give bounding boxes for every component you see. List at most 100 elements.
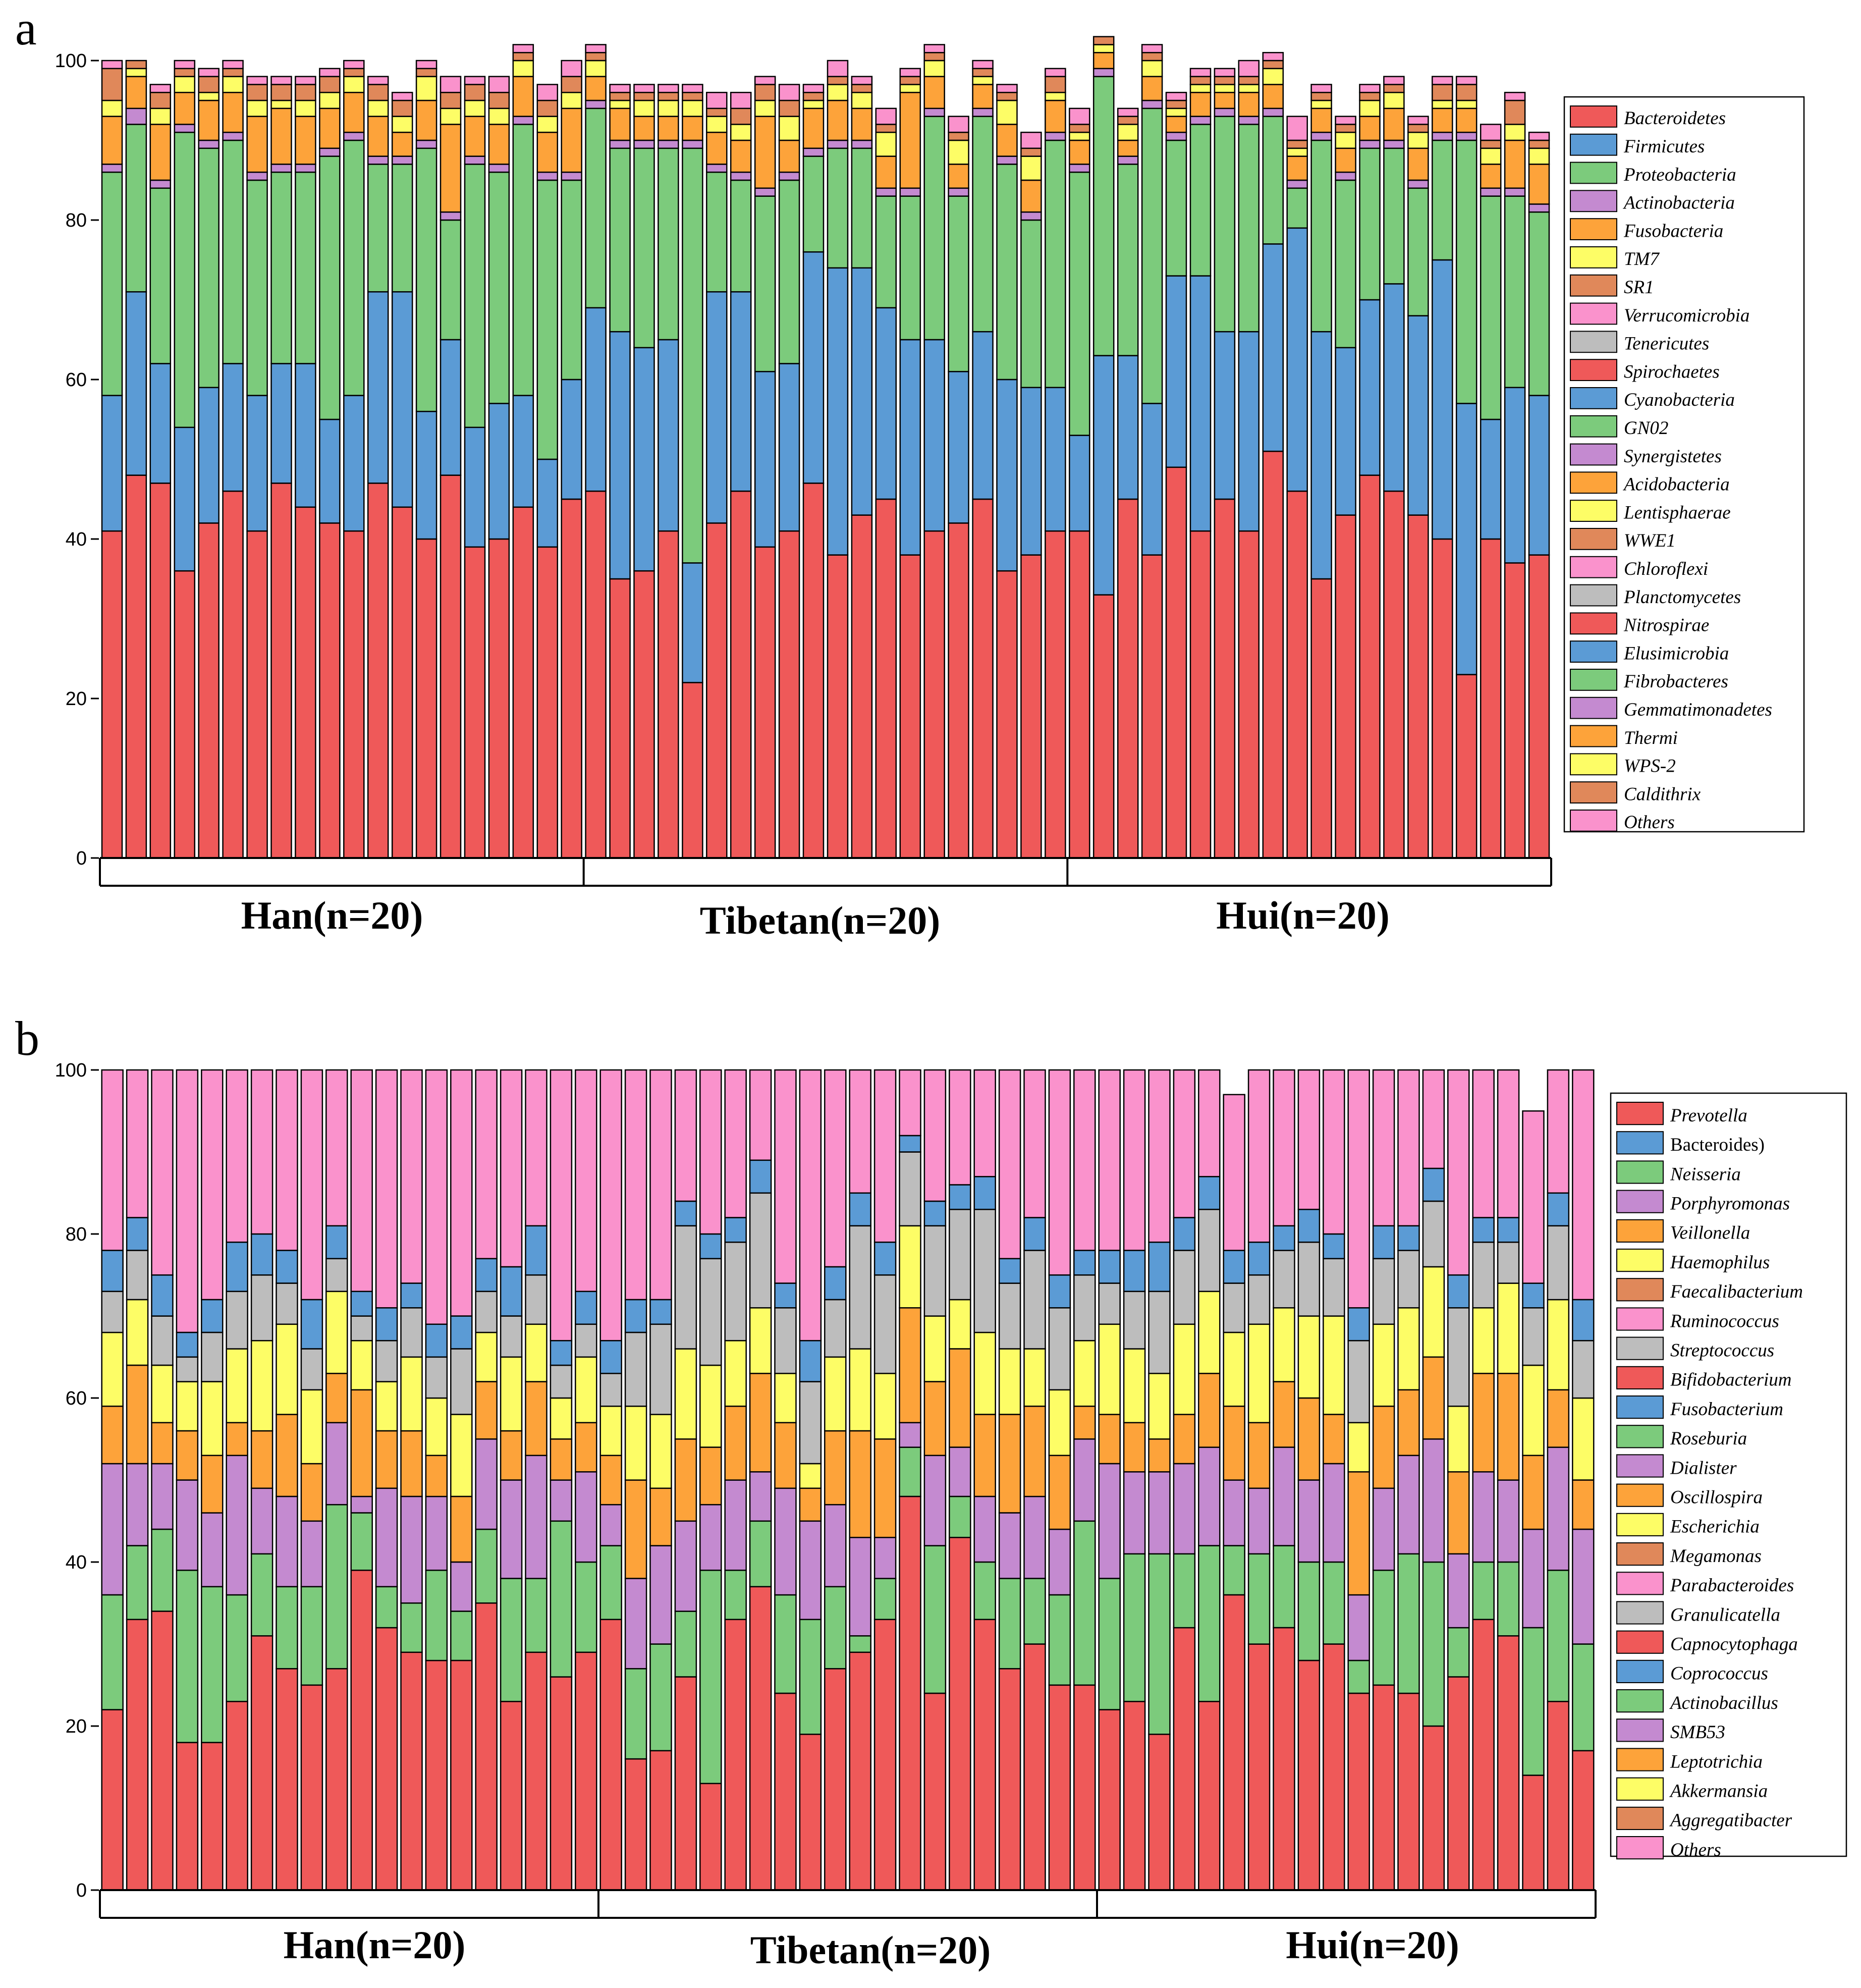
panel-b-letter: b	[15, 1011, 39, 1065]
bar-segment-firmicutes-46	[1189, 275, 1212, 532]
bar-segment-neisseria-50	[1323, 1561, 1345, 1645]
bar-segment-actinobacteria-47	[1214, 108, 1236, 117]
bar-segment-fusobacterium-5	[201, 1299, 224, 1333]
bar-segment-neisseria-27	[749, 1520, 772, 1588]
bar-segment-streptococcus-37	[998, 1282, 1021, 1350]
bar-segment-tm7-11	[343, 76, 365, 93]
legend-label-neisseria: Neisseria	[1670, 1164, 1741, 1185]
bar-segment-veillonella-26	[724, 1406, 747, 1481]
bar-segment-others-55	[1407, 116, 1429, 125]
bar-segment-haemophilus-19	[550, 1397, 573, 1440]
panel-b-group-brackets	[99, 1889, 1597, 1919]
bar-segment-prevotella-27	[749, 1586, 772, 1891]
bar-segment-proteobacteria-42	[1092, 76, 1115, 356]
bar-segment-tm7-32	[851, 91, 873, 110]
bar-segment-haemophilus-9	[300, 1389, 323, 1465]
bar-segment-neisseria-37	[998, 1578, 1021, 1670]
bar-segment-actinobacteria-30	[802, 147, 825, 157]
bar-segment-sr1-53	[1359, 91, 1381, 101]
bar-segment-bacteroidetes-24	[658, 530, 679, 859]
panel-b-group-label-han: Han(n=20)	[284, 1923, 466, 1967]
bar-segment-neisseria-53	[1397, 1553, 1420, 1694]
bar-segment-firmicutes-5	[198, 387, 220, 524]
bar-segment-prevotella-39	[1048, 1684, 1071, 1891]
bar-segment-actinobacteria-45	[1165, 131, 1187, 141]
bar-segment-veillonella-51	[1347, 1471, 1370, 1596]
bar-segment-veillonella-22	[624, 1479, 647, 1579]
bar-segment-prevotella-4	[176, 1742, 199, 1891]
bar-segment-others-59	[1504, 91, 1526, 101]
bar-segment-others-52	[1372, 1069, 1395, 1227]
bar-segment-bacteroidetes-8	[270, 482, 292, 859]
bar-segment-proteobacteria-54	[1383, 147, 1405, 285]
bar-segment-bacteroidetes-58	[1480, 538, 1502, 859]
bar-segment-streptococcus-49	[1297, 1242, 1321, 1317]
bar-segment-sr1-2	[125, 60, 147, 70]
bar-segment-proteobacteria-49	[1262, 116, 1284, 245]
bar-segment-prevotella-38	[1023, 1643, 1046, 1891]
bar-segment-fusobacteria-41	[1069, 139, 1090, 165]
bar-segment-others-16	[464, 76, 486, 85]
bar-segment-firmicutes-50	[1286, 227, 1308, 492]
bar-segment-fusobacteria-45	[1165, 116, 1187, 133]
bar-segment-streptococcus-35	[949, 1209, 971, 1301]
bar-segment-veillonella-15	[450, 1495, 473, 1563]
bar-segment-others-5	[201, 1069, 224, 1301]
bar-segment-sr1-16	[464, 84, 486, 101]
bar-segment-haemophilus-57	[1497, 1282, 1520, 1374]
bar-segment-streptococcus-15	[450, 1348, 473, 1415]
bar-segment-tm7-56	[1432, 99, 1453, 110]
bar-segment-neisseria-12	[375, 1586, 398, 1629]
bar-segment-porphyromonas-43	[1148, 1471, 1171, 1555]
bar-segment-veillonella-4	[176, 1430, 199, 1481]
legend-label-gemmatimonadetes: Gemmatimonadetes	[1624, 700, 1772, 720]
bar-segment-neisseria-56	[1472, 1561, 1495, 1621]
bar-segment-fusobacteria-3	[149, 124, 172, 181]
bar-segment-bacteroidetes-7	[246, 530, 268, 859]
bar-segment-firmicutes-32	[851, 267, 873, 516]
bar-segment-fusobacteria-20	[561, 108, 582, 173]
bar-segment-proteobacteria-43	[1117, 164, 1139, 356]
bar-segment-others-38	[1023, 1069, 1046, 1218]
bar-segment-prevotella-41	[1098, 1709, 1121, 1891]
bar-segment-bacteroidetes-26	[706, 522, 728, 859]
bar-segment-firmicutes-24	[658, 339, 679, 532]
bar-segment-haemophilus-31	[849, 1348, 871, 1432]
bar-segment-porphyromonas-58	[1522, 1528, 1545, 1629]
bar-segment-tm7-14	[415, 76, 437, 101]
legend-label-bifidobacterium: Bifidobacterium	[1670, 1370, 1791, 1390]
bar-segment-neisseria-9	[300, 1586, 323, 1686]
bar-segment-fusobacterium-58	[1522, 1282, 1545, 1309]
bar-segment-proteobacteria-55	[1407, 187, 1429, 316]
bar-segment-others-20	[575, 1069, 597, 1293]
bar-segment-porphyromonas-34	[923, 1455, 947, 1546]
bar-segment-others-54	[1422, 1069, 1445, 1169]
panel-a-group-label-hui: Hui(n=20)	[1216, 893, 1390, 937]
legend-label-ruminococcus: Ruminococcus	[1670, 1311, 1779, 1331]
bar-segment-fusobacteria-48	[1238, 91, 1260, 117]
legend-swatch-proteobacteria	[1570, 162, 1617, 184]
bar-segment-others-32	[873, 1069, 897, 1243]
bar-segment-tm7-44	[1141, 60, 1163, 77]
y-tick-label-60: 60	[66, 369, 87, 391]
bar-segment-others-19	[550, 1069, 573, 1341]
bar-segment-prevotella-21	[599, 1619, 622, 1891]
bar-segment-prevotella-35	[949, 1537, 971, 1891]
bar-segment-streptococcus-47	[1247, 1274, 1271, 1325]
bar-segment-others-18	[512, 44, 534, 53]
legend-swatch-firmicutes	[1570, 133, 1617, 156]
bar-segment-prevotella-52	[1372, 1684, 1395, 1891]
bar-segment-haemophilus-22	[624, 1406, 647, 1481]
bar-segment-neisseria-31	[849, 1635, 871, 1653]
bar-segment-actinobacteria-25	[682, 139, 703, 149]
bar-segment-tm7-20	[561, 91, 582, 110]
bar-segment-streptococcus-18	[525, 1274, 548, 1325]
bar-segment-neisseria-32	[873, 1578, 897, 1621]
bar-segment-prevotella-7	[250, 1635, 273, 1891]
bar-segment-bacteroidetes-19	[536, 546, 559, 859]
bar-segment-neisseria-28	[774, 1594, 797, 1694]
legend-label-chloroflexi: Chloroflexi	[1624, 559, 1708, 579]
bar-segment-fusobacteria-57	[1455, 108, 1477, 133]
bar-segment-others-37	[972, 60, 994, 70]
